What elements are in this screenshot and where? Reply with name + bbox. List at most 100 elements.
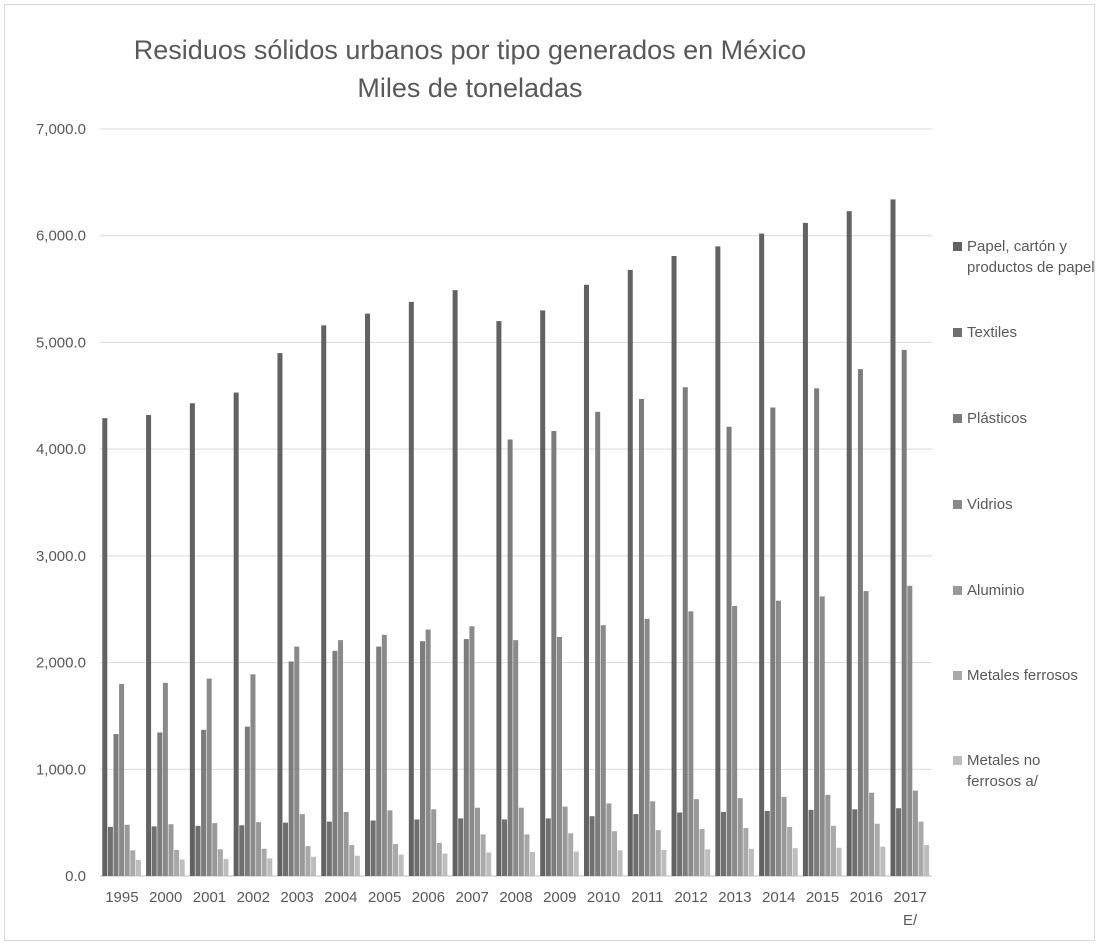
bar — [475, 807, 481, 876]
bar — [431, 809, 437, 876]
bar — [846, 211, 852, 877]
x-tick-label: 2004 — [324, 889, 357, 906]
bar — [568, 833, 574, 876]
bar — [792, 848, 798, 876]
bar — [239, 825, 245, 876]
bar — [146, 414, 152, 876]
y-tick-label: 4,000.0 — [36, 441, 86, 458]
bar — [206, 678, 212, 876]
bar — [650, 801, 656, 876]
bar — [562, 806, 568, 876]
x-tick-label: 2001 — [193, 889, 226, 906]
x-tick-label: 2005 — [368, 889, 401, 906]
legend-swatch — [953, 671, 962, 680]
bar — [770, 407, 776, 876]
bar — [924, 845, 930, 876]
y-tick-label: 6,000.0 — [36, 228, 86, 245]
legend-label: Papel, cartón y productos de papel — [967, 238, 1095, 276]
bar — [852, 809, 858, 876]
x-tick-label: 2007 — [456, 889, 489, 906]
legend-swatch — [953, 328, 962, 337]
bar — [277, 353, 283, 877]
bar — [261, 848, 267, 876]
x-tick-label: 2012 — [674, 889, 707, 906]
chart-title: Residuos sólidos urbanos por tipo genera… — [133, 35, 807, 65]
x-tick-label: 2003 — [280, 889, 313, 906]
bar — [452, 290, 458, 877]
bar — [863, 591, 869, 876]
bar — [617, 850, 623, 876]
bar — [781, 797, 787, 876]
bar — [627, 269, 633, 876]
bar — [365, 313, 371, 876]
bar — [343, 811, 349, 876]
bar — [682, 387, 688, 876]
bar — [661, 849, 667, 876]
bar — [606, 803, 612, 876]
bar — [556, 636, 562, 876]
bar — [283, 822, 289, 876]
bar — [486, 852, 492, 876]
legend-label: Textiles — [967, 324, 1018, 341]
x-tick-label: 2006 — [412, 889, 445, 906]
bar — [157, 732, 163, 876]
bar — [370, 820, 376, 876]
bar — [425, 629, 431, 876]
bar — [644, 618, 650, 876]
legend-swatch — [953, 756, 962, 765]
bar — [638, 398, 644, 876]
bar — [693, 799, 699, 876]
y-tick-label: 2,000.0 — [36, 655, 86, 672]
legend-swatch — [953, 242, 962, 251]
bar — [918, 821, 924, 876]
bar — [354, 855, 360, 876]
bar — [611, 831, 617, 876]
bar — [267, 858, 273, 876]
bar — [808, 809, 814, 876]
bar — [119, 683, 125, 876]
bar — [311, 856, 317, 876]
bar — [540, 310, 546, 876]
bar — [107, 826, 113, 876]
bar — [299, 814, 305, 876]
legend-label: Vidrios — [967, 496, 1013, 513]
bar — [189, 403, 195, 876]
bar — [458, 818, 464, 876]
bar — [545, 818, 551, 876]
bar — [787, 826, 793, 876]
bar — [174, 849, 180, 876]
bar — [223, 858, 229, 876]
bar — [212, 823, 218, 876]
bar — [414, 819, 420, 876]
bar — [764, 810, 770, 876]
bar — [688, 611, 694, 876]
bar — [743, 827, 749, 876]
bar — [655, 830, 661, 876]
bar — [463, 639, 469, 876]
bar — [113, 734, 119, 876]
bar — [836, 847, 842, 876]
bar — [600, 625, 606, 876]
bar — [130, 850, 136, 876]
bar — [233, 392, 239, 876]
y-tick-label: 5,000.0 — [36, 334, 86, 351]
bar — [513, 640, 519, 876]
bar — [830, 825, 836, 876]
bar — [759, 233, 765, 876]
bar — [819, 596, 825, 876]
bar — [825, 794, 831, 876]
bar — [151, 826, 157, 876]
bar — [201, 729, 207, 876]
x-tick-label: 2016 — [850, 889, 883, 906]
bar — [393, 843, 399, 876]
x-tick-label: 2011 — [631, 889, 663, 906]
bar — [530, 851, 535, 876]
bar — [332, 650, 338, 876]
bar — [168, 824, 174, 876]
bar — [135, 859, 141, 876]
bar — [551, 431, 557, 876]
y-tick-label: 0.0 — [65, 868, 86, 885]
bar — [321, 325, 327, 877]
bar — [288, 661, 294, 876]
